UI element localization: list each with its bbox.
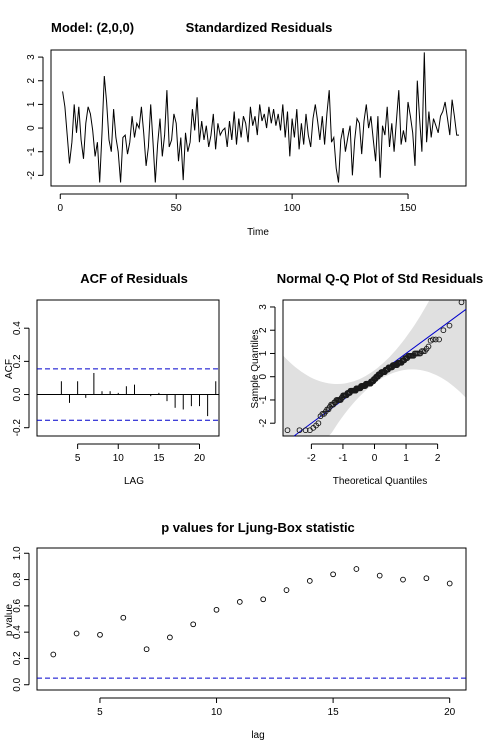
ljungbox-y-tick-label: 0.4 — [12, 625, 23, 639]
qq-plot-frame — [282, 299, 467, 437]
residuals-x-tick-label: 0 — [57, 203, 63, 214]
qq-point — [446, 322, 453, 329]
residuals-series-line — [62, 52, 459, 183]
qq-y-tick-label: 2 — [258, 327, 269, 333]
qq-point — [425, 343, 432, 350]
ljungbox-point — [283, 587, 290, 593]
ljungbox-point — [190, 621, 197, 628]
ljungbox-point — [236, 599, 243, 605]
qq-point — [296, 427, 303, 434]
ljungbox-point — [376, 572, 383, 579]
acf-title: ACF of Residuals — [80, 271, 188, 286]
ljungbox-point — [50, 651, 57, 658]
qq-x-tick-label: -2 — [307, 453, 316, 464]
residuals-y-tick-label: -1 — [26, 147, 37, 156]
ljungbox-x-tick-label: 10 — [211, 707, 223, 718]
acf-panel: ACF of Residuals LAG ACF 5 10 15 20 -0.2 0.0 0… — [4, 271, 220, 487]
qq-y-tick-label: -1 — [258, 395, 269, 404]
ljungbox-x-tick-label: 20 — [444, 707, 456, 718]
acf-x-tick-label: 20 — [194, 453, 206, 464]
residuals-plot-frame — [50, 49, 467, 187]
acf-x-tick-label: 5 — [75, 453, 81, 464]
qq-confidence-band — [283, 300, 466, 436]
acf-y-tick-label: 0.2 — [12, 354, 23, 368]
acf-y-tick-label: 0.4 — [12, 321, 23, 335]
acf-x-tick-label: 15 — [153, 453, 165, 464]
qq-y-tick-label: 3 — [258, 304, 269, 310]
acf-plot-frame — [36, 299, 220, 437]
ljungbox-panel: p values for Ljung-Box statistic lag p v… — [4, 520, 467, 741]
qq-y-tick-label: 0 — [258, 373, 269, 379]
acf-ylabel: ACF — [4, 359, 15, 379]
acf-x-tick-label: 10 — [113, 453, 125, 464]
qq-point — [436, 336, 442, 343]
residuals-y-tick-label: 2 — [26, 78, 37, 84]
ljungbox-point — [260, 596, 267, 603]
residuals-title: Standardized Residuals — [186, 20, 333, 35]
residuals-y-tick-label: 1 — [26, 101, 37, 107]
ljungbox-point — [353, 566, 360, 572]
residuals-panel: Model: (2,0,0) Standardized Residuals Ti… — [26, 20, 467, 238]
qq-x-tick-label: 0 — [372, 453, 378, 464]
qq-panel: Normal Q-Q Plot of Std Residuals Theoret… — [250, 271, 483, 487]
ljungbox-point — [330, 571, 336, 578]
model-label: Model: (2,0,0) — [51, 20, 134, 35]
qq-point — [458, 299, 465, 306]
qq-point — [440, 327, 447, 334]
ljungbox-point — [446, 580, 453, 587]
qq-x-tick-label: 1 — [403, 453, 409, 464]
ljungbox-point — [306, 578, 313, 584]
residuals-xlabel: Time — [247, 227, 269, 238]
residuals-x-tick-label: 50 — [171, 203, 183, 214]
ljungbox-y-tick-label: 0.8 — [12, 572, 23, 586]
acf-xlabel: LAG — [124, 476, 144, 487]
qq-point — [302, 427, 309, 434]
ljungbox-point — [400, 576, 406, 583]
qq-point — [430, 336, 436, 343]
qq-title: Normal Q-Q Plot of Std Residuals — [277, 271, 484, 286]
ljungbox-title: p values for Ljung-Box statistic — [161, 520, 355, 535]
residuals-x-tick-label: 150 — [400, 203, 417, 214]
residuals-x-tick-label: 100 — [284, 203, 301, 214]
ljungbox-point — [97, 631, 103, 638]
qq-x-tick-label: 2 — [435, 453, 441, 464]
qq-y-tick-label: 1 — [258, 350, 269, 356]
ljungbox-ylabel: p value — [4, 603, 15, 636]
ljungbox-plot-frame — [36, 547, 467, 691]
acf-y-tick-label: 0.0 — [12, 387, 23, 401]
ljungbox-x-tick-label: 5 — [97, 707, 103, 718]
ljungbox-y-tick-label: 0.6 — [12, 598, 23, 612]
ljungbox-y-tick-label: 1.0 — [12, 546, 23, 560]
qq-y-tick-label: -2 — [258, 418, 269, 427]
qq-point — [315, 420, 322, 427]
residuals-y-tick-label: 3 — [26, 54, 37, 60]
ljungbox-point — [120, 614, 127, 621]
ljungbox-point — [423, 575, 430, 582]
qq-xlabel: Theoretical Quantiles — [333, 476, 428, 487]
ljungbox-x-tick-label: 15 — [328, 707, 340, 718]
residuals-y-tick-label: 0 — [26, 125, 37, 131]
qq-ylabel: Sample Quantiles — [250, 330, 261, 409]
ljungbox-y-tick-label: 0.2 — [12, 651, 23, 665]
ljungbox-y-tick-label: 0.0 — [12, 677, 23, 691]
residuals-y-tick-label: -2 — [26, 170, 37, 179]
ljungbox-point — [143, 646, 150, 653]
qq-x-tick-label: -1 — [338, 453, 347, 464]
ljungbox-point — [73, 630, 80, 637]
qq-point — [432, 336, 439, 343]
qq-point — [284, 427, 291, 434]
ljungbox-point — [167, 634, 173, 641]
ljungbox-xlabel: lag — [251, 730, 264, 741]
acf-y-tick-label: -0.2 — [12, 419, 23, 437]
ljungbox-point — [213, 606, 220, 613]
